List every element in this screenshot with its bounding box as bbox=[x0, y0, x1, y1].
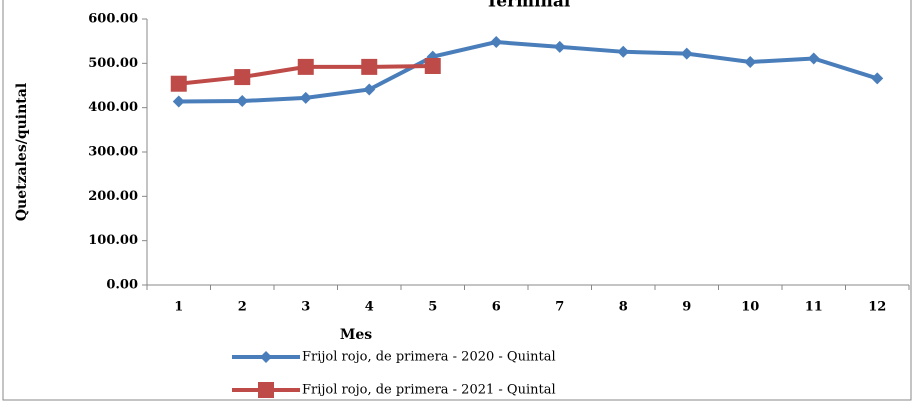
y-tick-label: 600.00 bbox=[88, 12, 138, 27]
legend-label: Frijol rojo, de primera - 2021 - Quintal bbox=[302, 383, 556, 398]
x-tick-label: 12 bbox=[868, 300, 886, 315]
x-tick-label: 6 bbox=[492, 300, 501, 315]
x-tick-label: 5 bbox=[428, 300, 437, 315]
data-point bbox=[807, 52, 820, 65]
x-axis-title: Mes bbox=[340, 327, 372, 343]
legend-marker bbox=[258, 382, 274, 398]
y-tick-label: 500.00 bbox=[88, 56, 138, 71]
y-tick-label: 100.00 bbox=[88, 233, 138, 248]
y-tick-label: 300.00 bbox=[88, 145, 138, 160]
x-tick-label: 8 bbox=[619, 300, 628, 315]
y-tick-label: 0.00 bbox=[106, 278, 138, 293]
data-point bbox=[172, 95, 185, 108]
y-tick-label: 400.00 bbox=[88, 100, 138, 115]
data-point bbox=[299, 91, 312, 104]
chart-title: Terminal bbox=[486, 0, 571, 12]
x-tick-label: 1 bbox=[174, 300, 183, 315]
data-point bbox=[424, 57, 441, 74]
x-tick-label: 3 bbox=[301, 300, 310, 315]
data-point bbox=[170, 75, 187, 92]
x-tick-label: 4 bbox=[365, 300, 374, 315]
legend-marker bbox=[260, 351, 272, 363]
y-axis-title: Quetzales/quintal bbox=[14, 83, 30, 221]
x-tick-label: 11 bbox=[805, 300, 823, 315]
data-point bbox=[744, 56, 757, 69]
data-point bbox=[297, 58, 314, 75]
data-point bbox=[680, 47, 693, 60]
data-point bbox=[553, 40, 566, 53]
data-point bbox=[234, 69, 251, 86]
data-point bbox=[490, 36, 503, 49]
x-tick-label: 7 bbox=[555, 300, 564, 315]
x-tick-label: 2 bbox=[238, 300, 247, 315]
x-tick-label: 10 bbox=[741, 300, 759, 315]
data-point bbox=[617, 45, 630, 58]
x-tick-label: 9 bbox=[682, 300, 691, 315]
series-line bbox=[178, 40, 878, 104]
data-point bbox=[363, 83, 376, 96]
y-tick-label: 200.00 bbox=[88, 189, 138, 204]
data-point bbox=[871, 72, 884, 85]
data-point bbox=[236, 95, 249, 108]
legend-label: Frijol rojo, de primera - 2020 - Quintal bbox=[302, 350, 556, 365]
data-point bbox=[361, 58, 378, 75]
